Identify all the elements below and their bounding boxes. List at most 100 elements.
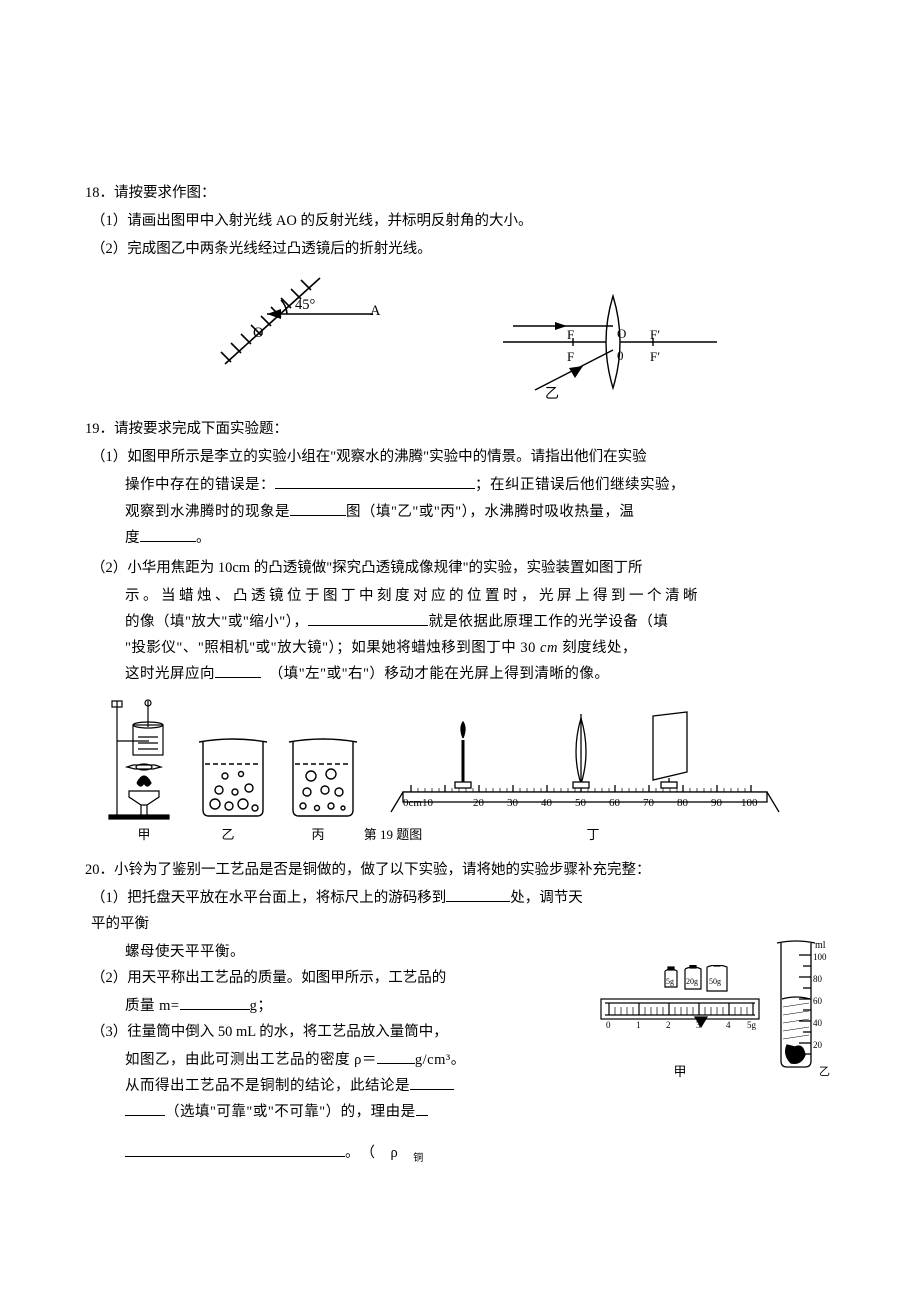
beaker-bing — [285, 730, 363, 822]
apparatus-svg — [105, 697, 183, 822]
btick-2: 2 — [666, 1017, 671, 1033]
weight-5g: 5g — [666, 975, 674, 989]
q19-p2d: "投影仪"、"照相机"或"放大镜"）；如果她将蜡烛移到图丁中 30 cm 刻度线… — [85, 635, 835, 661]
q18-title: 18．请按要求作图： — [85, 180, 835, 206]
q20-p3e-post: 。 （ ρ — [345, 1145, 413, 1161]
lens-o2: 0 — [617, 344, 624, 367]
q19-p2d-cm: cm — [540, 640, 558, 656]
blank-error — [275, 488, 475, 489]
fig-lens: F O F′ F 0 F′ 乙 — [495, 290, 725, 410]
q20-p1b: 螺母使天平平衡。 — [85, 939, 585, 965]
angle-label: 45° — [295, 292, 315, 318]
q19-p2d-end: 刻度线处， — [558, 640, 637, 656]
label-yi: 乙 — [183, 823, 273, 846]
q19-p1c: 观察到水沸腾时的现象是 图（填"乙"或"丙"），水沸腾时吸收热量，温 — [85, 499, 835, 525]
ctick-20: 20 — [813, 1037, 822, 1053]
apparatus-jia — [105, 697, 183, 822]
q18-sub1: （1）请画出图甲中入射光线 AO 的反射光线，并标明反射角的大小。 — [85, 208, 835, 234]
q20-figures: 5g 20g 50g 0 1 2 3 4 5g 甲 — [595, 885, 835, 1084]
lens-fp2: F′ — [650, 345, 660, 368]
ctick-60: 60 — [813, 993, 822, 1009]
blank-device — [308, 625, 428, 626]
label-ding: 丁 — [423, 823, 763, 846]
tick-40: 40 — [541, 794, 552, 814]
blank-density — [377, 1063, 415, 1064]
label-jia: 甲 — [105, 823, 183, 846]
balance-label-jia: 甲 — [595, 1060, 765, 1083]
reflection-svg — [195, 270, 395, 375]
lens-yi: 乙 — [545, 382, 559, 407]
optical-bench: 0cm10 20 30 40 50 60 70 80 90 100 — [385, 700, 785, 822]
tick-30: 30 — [507, 794, 518, 814]
cylinder-yi: ml 100 80 60 40 20 乙 — [771, 935, 831, 1084]
label-bing: 丙 — [273, 823, 363, 846]
ctick-40: 40 — [813, 1015, 822, 1031]
q19-p1b: 操作中存在的错误是：；在纠正错误后他们继续实验， — [85, 472, 835, 498]
q19-p2c-post: 就是依据此原理工作的光学设备（填 — [428, 614, 668, 630]
balance-svg — [595, 965, 765, 1045]
q20-p3e: 。 （ ρ 铜 — [85, 1140, 585, 1168]
beaker-yi — [195, 730, 273, 822]
q20-p3b-pre: 如图乙，由此可测出工艺品的密度 ρ＝ — [125, 1052, 377, 1068]
q20-p3c-pre: 从而得出工艺品不是铜制的结论，此结论是 — [125, 1078, 410, 1094]
blank-phenomenon — [290, 515, 346, 516]
tick-100: 100 — [741, 794, 758, 814]
weight-20g: 20g — [686, 975, 698, 989]
q19-p1d: 度。 — [85, 525, 835, 551]
q20-p1-pre: （1）把托盘天平放在水平台面上，将标尺上的游码移到 — [91, 890, 446, 906]
q19-p1b-post: ；在纠正错误后他们继续实验， — [475, 477, 685, 493]
q20-p2b-post: g； — [250, 998, 273, 1014]
q19-img-labels: 甲 乙 丙 第 19 题图 丁 — [85, 822, 835, 846]
q19-p1d-post: 。 — [196, 530, 211, 546]
btick-1: 1 — [636, 1017, 641, 1033]
ctick-100: 100 — [813, 949, 827, 965]
blank-zero — [446, 901, 510, 902]
q20-title: 20．小铃为了鉴别一工艺品是否是铜做的，做了以下实验，请将她的实验步骤补充完整： — [85, 857, 835, 883]
q20-p2b: 质量 m=g； — [85, 993, 585, 1019]
tick-0: 0cm10 — [403, 794, 433, 814]
tick-50: 50 — [575, 794, 586, 814]
fig-reflection: 45° A O — [195, 270, 395, 375]
q19-p2c-pre: 的像（填"放大"或"缩小"）， — [125, 614, 308, 630]
ctick-80: 80 — [813, 971, 822, 987]
q19-title: 19．请按要求完成下面实验题： — [85, 416, 835, 442]
q19-images: 0cm10 20 30 40 50 60 70 80 90 100 — [85, 697, 835, 822]
q19-p2c: 的像（填"放大"或"缩小"）， 就是依据此原理工作的光学设备（填 — [85, 609, 835, 635]
point-o: O — [253, 320, 263, 346]
q20-p3d: （选填"可靠"或"不可靠"）的，理由是 — [85, 1099, 585, 1125]
btick-4: 4 — [726, 1017, 731, 1033]
q20-p3b: 如图乙，由此可测出工艺品的密度 ρ＝g/cm³。 — [85, 1047, 585, 1073]
blank-direction — [215, 677, 261, 678]
q19-p2e: 这时光屏应向 （填"左"或"右"）移动才能在光屏上得到清晰的像。 — [85, 661, 835, 687]
btick-0: 0 — [606, 1017, 611, 1033]
blank-reason — [125, 1156, 345, 1157]
lens-o: O — [617, 322, 626, 345]
lens-f: F — [567, 323, 574, 346]
q19-p1d-pre: 度 — [125, 530, 140, 546]
q19-p1c-mid: 图（填"乙"或"丙"），水沸腾时吸收热量，温 — [346, 504, 634, 520]
q20-p3c: 从而得出工艺品不是铜制的结论，此结论是 — [85, 1073, 585, 1099]
q20-p3e-sub: 铜 — [413, 1152, 424, 1163]
tick-70: 70 — [643, 794, 654, 814]
q19-p2e-post: （填"左"或"右"）移动才能在光屏上得到清晰的像。 — [276, 666, 609, 682]
q19-p1a: （1）如图甲所示是李立的实验小组在"观察水的沸腾"实验中的情景。请指出他们在实验 — [85, 444, 835, 470]
tick-90: 90 — [711, 794, 722, 814]
blank-mass — [180, 1009, 250, 1010]
blank-conclusion1 — [410, 1089, 454, 1090]
lens-fp: F′ — [650, 323, 660, 346]
q19-p2e-pre: 这时光屏应向 — [125, 666, 215, 682]
q20-p2a: （2）用天平称出工艺品的质量。如图甲所示，工艺品的 — [85, 965, 585, 991]
tick-80: 80 — [677, 794, 688, 814]
lens-svg — [495, 290, 725, 410]
q19-p2d-txt: "投影仪"、"照相机"或"放大镜"）；如果她将蜡烛移到图丁中 30 — [125, 640, 540, 656]
q18-figures: 45° A O F O F′ F 0 F′ — [85, 270, 835, 410]
q19-p1c-pre: 观察到水沸腾时的现象是 — [125, 504, 290, 520]
tick-20: 20 — [473, 794, 484, 814]
q19-p2a: （2）小华用焦距为 10cm 的凸透镜做"探究凸透镜成像规律"的实验，实验装置如… — [85, 555, 835, 581]
q20-p3a: （3）往量筒中倒入 50 mL 的水，将工艺品放入量筒中， — [85, 1019, 585, 1045]
blank-temp — [140, 541, 196, 542]
point-a: A — [370, 298, 380, 324]
lens-f2: F — [567, 345, 574, 368]
q20-p1: （1）把托盘天平放在水平台面上，将标尺上的游码移到处，调节天平的平衡 — [85, 885, 585, 937]
balance-jia: 5g 20g 50g 0 1 2 3 4 5g 甲 — [595, 965, 765, 1083]
